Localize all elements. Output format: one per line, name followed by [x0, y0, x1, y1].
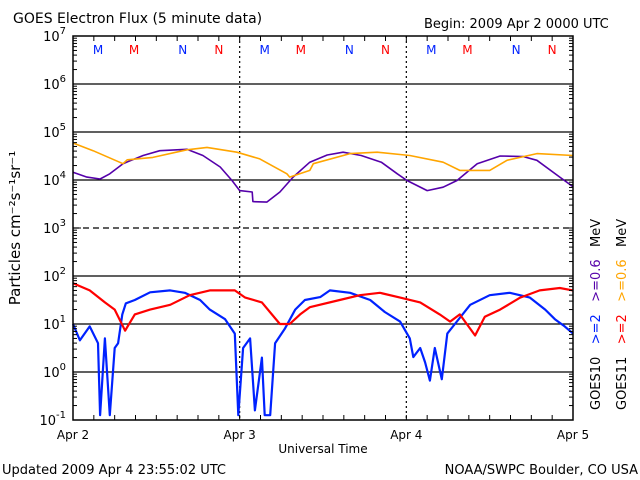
y-tick-label: 10-1 [39, 410, 66, 429]
local-time-marker: N [345, 43, 354, 57]
series-lines [71, 142, 574, 417]
y-axis-label: Particles cm⁻²s⁻¹sr⁻¹ [6, 151, 24, 305]
series-line-goes10-0-6mev [72, 148, 574, 203]
local-time-marker: N [512, 43, 521, 57]
y-tick-label: 106 [43, 74, 66, 93]
y-tick-label: 101 [43, 314, 66, 333]
local-time-marker: N [548, 43, 557, 57]
x-axis-label: Universal Time [278, 442, 367, 456]
gridlines [73, 36, 573, 420]
source-label: NOAA/SWPC Boulder, CO USA [445, 463, 638, 478]
x-tick-label: Apr 2 [57, 428, 89, 442]
y-tick-label: 104 [43, 170, 66, 189]
y-tick-label: 100 [43, 362, 66, 381]
legend-entry-goes11: GOES11 >=2 >=0.6 MeV [615, 219, 630, 410]
y-tick-label: 103 [43, 218, 66, 237]
local-time-marker: N [381, 43, 390, 57]
series-line-goes11-2mev [72, 282, 574, 337]
y-tick-label: 107 [43, 26, 66, 45]
updated-timestamp: Updated 2009 Apr 4 23:55:02 UTC [2, 463, 226, 478]
begin-label: Begin: 2009 Apr 2 0000 UTC [424, 17, 609, 32]
axes: Apr 2 Apr 3 Apr 4 Apr 5 107 106 105 104 103 102 10… [39, 26, 589, 442]
local-time-marker: N [178, 43, 187, 57]
local-time-marker: M [93, 43, 103, 57]
legend: GOES10 >=2 >=0.6 MeV GOES11 >=2 >=0.6 MeV [589, 219, 630, 410]
x-tick-label: Apr 5 [557, 428, 589, 442]
chart-title: GOES Electron Flux (5 minute data) [13, 11, 262, 27]
local-time-marker: M [129, 43, 139, 57]
local-time-marker: M [259, 43, 269, 57]
local-time-marker: M [296, 43, 306, 57]
legend-entry-goes10: GOES10 >=2 >=0.6 MeV [589, 219, 604, 410]
local-time-marker: M [426, 43, 436, 57]
x-tick-label: Apr 4 [390, 428, 422, 442]
local-time-marker: N [214, 43, 223, 57]
x-tick-label: Apr 3 [224, 428, 256, 442]
local-time-marker: M [462, 43, 472, 57]
y-tick-label: 102 [43, 266, 66, 285]
y-tick-label: 105 [43, 122, 66, 141]
series-line-goes11-0-6mev [72, 142, 574, 178]
